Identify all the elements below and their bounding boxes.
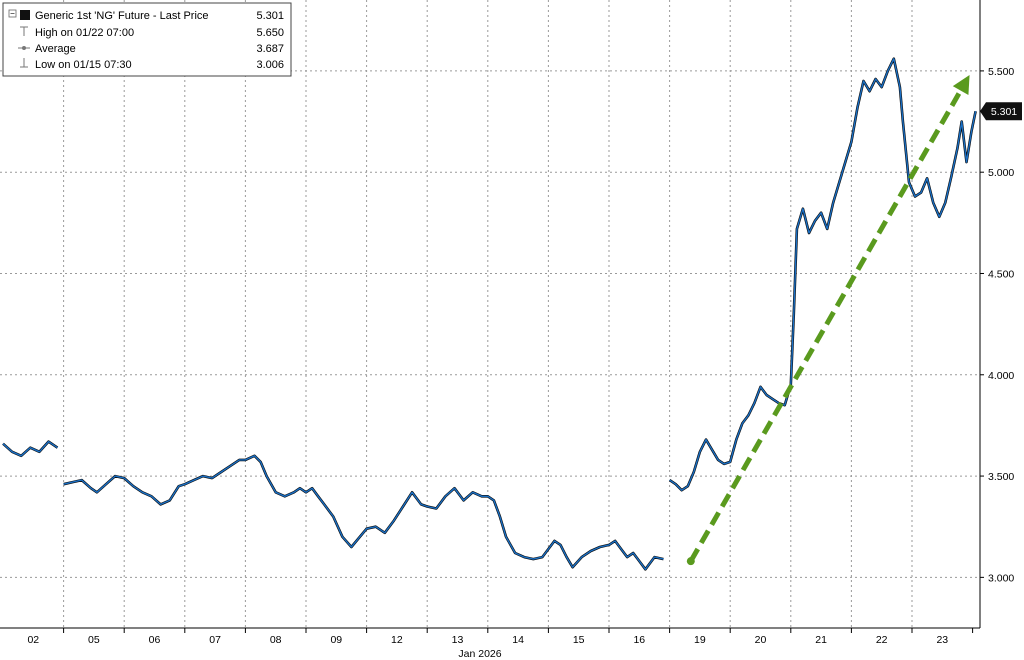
x-tick-label: 15: [573, 634, 585, 646]
series-swatch-icon: [20, 10, 30, 20]
x-tick-label: 22: [876, 634, 888, 646]
y-axis: 3.000 3.500 4.000 4.500 5.000 5.500: [980, 66, 1014, 584]
grid-layer: [0, 0, 980, 628]
legend-high-label: High on 01/22 07:00: [35, 27, 134, 39]
x-tick-label: 05: [88, 634, 100, 646]
average-marker-icon: [18, 46, 30, 50]
x-tick-label: 23: [936, 634, 948, 646]
legend-average-value: 3.687: [256, 43, 284, 55]
x-tick-label: 21: [815, 634, 827, 646]
x-tick-label: 09: [330, 634, 342, 646]
legend-series-label: Generic 1st 'NG' Future - Last Price: [35, 10, 209, 22]
series-line: [669, 58, 977, 491]
legend-series-value: 5.301: [256, 10, 284, 22]
arrow-head: [952, 74, 970, 96]
arrow-shaft: [688, 89, 963, 563]
x-axis-label: Jan 2026: [458, 648, 501, 660]
legend-low-label: Low on 01/15 07:30: [35, 59, 132, 71]
series-line: [2, 440, 58, 457]
x-axis: 02 05 06 07 08 09 12 13 14 15 16 19 20 21 22 23: [27, 628, 974, 646]
high-marker-icon: [20, 26, 28, 36]
last-price-tag: 5.301: [980, 102, 1022, 121]
legend-low-value: 3.006: [256, 59, 284, 71]
x-tick-label: 07: [209, 634, 221, 646]
x-tick-label: 08: [270, 634, 282, 646]
trend-arrow: [686, 74, 970, 566]
x-tick-label: 12: [391, 634, 403, 646]
x-tick-label: 06: [149, 634, 161, 646]
y-tick-label: 5.000: [988, 167, 1014, 179]
x-tick-label: 02: [27, 634, 39, 646]
y-tick-label: 4.000: [988, 370, 1014, 382]
x-tick-label: 16: [633, 634, 645, 646]
legend: Generic 1st 'NG' Future - Last Price 5.3…: [2, 2, 292, 77]
x-tick-label: 13: [452, 634, 464, 646]
y-tick-label: 5.500: [988, 66, 1014, 78]
x-tick-label: 20: [755, 634, 767, 646]
legend-high-value: 5.650: [256, 27, 284, 39]
y-tick-label: 4.500: [988, 268, 1014, 280]
collapse-icon[interactable]: [8, 9, 17, 18]
series-layer: [2, 57, 977, 571]
y-tick-label: 3.000: [988, 572, 1014, 584]
series-line: [63, 455, 664, 570]
legend-average-label: Average: [35, 43, 76, 55]
low-marker-icon: [20, 58, 28, 68]
y-tick-label: 3.500: [988, 471, 1014, 483]
x-tick-label: 14: [512, 634, 524, 646]
x-tick-label: 19: [694, 634, 706, 646]
last-price-tag-text: 5.301: [991, 106, 1017, 118]
